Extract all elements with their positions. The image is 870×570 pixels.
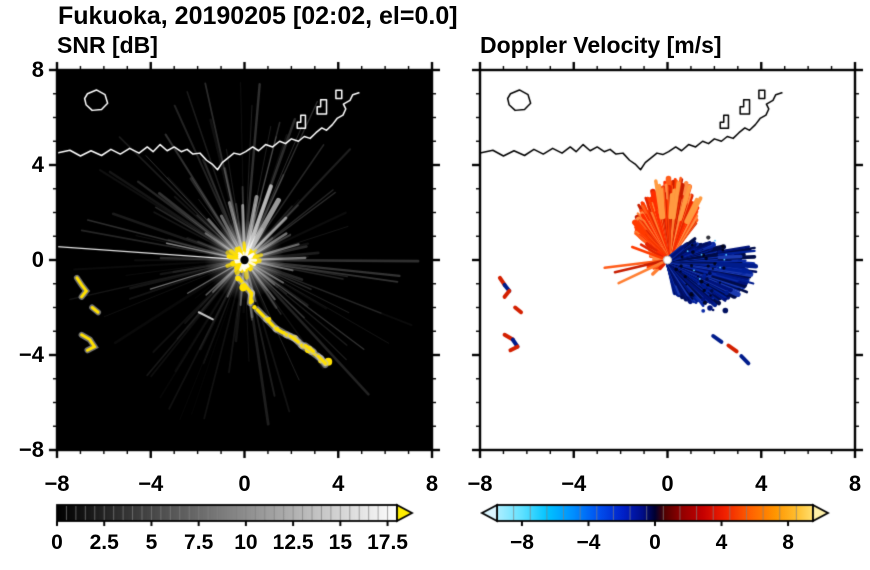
x-tick-label: −4: [561, 471, 587, 496]
x-tick-label: −4: [138, 471, 164, 496]
snr-colorbar-canvas: [50, 498, 430, 534]
x-tick-label: 8: [425, 471, 439, 496]
colorbar-tick-label: 5: [145, 531, 158, 554]
x-tick-label: 0: [661, 471, 674, 496]
x-tick-label: 0: [238, 471, 251, 496]
x-tick-label: 4: [755, 471, 768, 496]
snr-plot-canvas: [45, 58, 444, 462]
snr-panel-title: SNR [dB]: [57, 32, 158, 58]
velocity-panel-title: Doppler Velocity [m/s]: [480, 32, 722, 58]
colorbar-tick-label: 8: [782, 531, 794, 554]
colorbar-tick-label: 2.5: [89, 531, 119, 554]
figure-title: Fukuoka, 20190205 [02:02, el=0.0]: [58, 2, 458, 30]
y-tick-label: 4: [31, 152, 44, 177]
colorbar-tick-label: 4: [715, 531, 728, 554]
colorbar-tick-label: 0: [649, 531, 661, 554]
colorbar-tick-label: 10: [234, 531, 258, 554]
y-tick-label: 8: [31, 57, 44, 82]
colorbar-tick-label: 12.5: [272, 531, 314, 554]
colorbar-tick-label: 15: [328, 531, 353, 554]
x-tick-label: 4: [332, 471, 345, 496]
y-tick-label: 0: [31, 247, 44, 272]
colorbar-tick-label: 7.5: [184, 531, 214, 554]
x-tick-label: 8: [848, 471, 862, 496]
x-tick-label: −8: [44, 471, 70, 496]
y-tick-label: −4: [18, 342, 44, 367]
velocity-plot-canvas: [468, 58, 867, 462]
colorbar-tick-label: 0: [51, 531, 63, 554]
x-tick-label: −8: [467, 471, 493, 496]
velocity-colorbar-canvas: [480, 498, 840, 534]
y-tick-label: −8: [18, 437, 44, 462]
colorbar-tick-label: −8: [509, 531, 534, 554]
colorbar-tick-label: 17.5: [367, 531, 408, 554]
colorbar-tick-label: −4: [576, 531, 601, 554]
